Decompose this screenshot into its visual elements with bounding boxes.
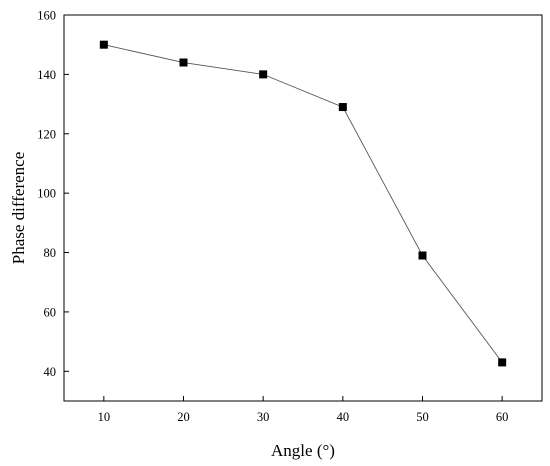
y-tick-label: 60 [44,305,57,319]
x-tick-label: 20 [177,410,190,424]
data-point-square [99,40,108,49]
y-tick-label: 160 [37,9,56,23]
x-axis-label: Angle (°) [271,441,335,460]
x-tick-label: 60 [496,410,509,424]
series-line [103,44,503,363]
x-tick-label: 40 [337,410,350,424]
series-lines [103,44,503,363]
x-axis-ticks: 10 20 30 40 50 60 [98,396,509,424]
y-axis-ticks: 40 60 80 100 120 140 160 [37,9,69,379]
data-point-square [338,103,347,112]
y-tick-label: 120 [37,127,56,141]
x-tick-label: 50 [416,410,429,424]
data-point-square [498,358,507,367]
x-tick-label: 10 [98,410,111,424]
x-tick-label: 30 [257,410,270,424]
y-axis-label: Phase difference [9,152,28,265]
y-tick-label: 80 [44,246,57,260]
y-tick-label: 100 [37,187,56,201]
y-tick-label: 40 [44,365,57,379]
data-point-square [259,70,268,79]
plot-frame [63,14,543,402]
data-point-square [179,58,188,67]
y-tick-label: 140 [37,68,56,82]
series-points [99,40,507,367]
data-point-square [418,251,427,260]
